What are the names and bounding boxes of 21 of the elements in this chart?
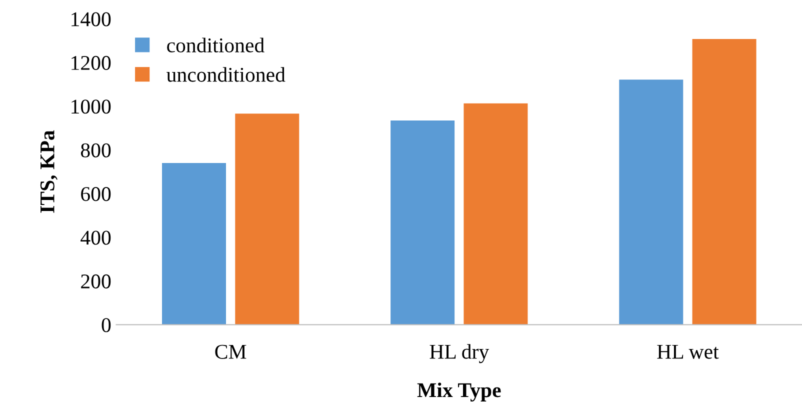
x-tick-label: HL wet	[657, 344, 719, 359]
bar	[619, 80, 684, 325]
y-tick-label: 1200	[72, 56, 111, 70]
y-tick-label: 800	[80, 143, 111, 158]
x-tick-label: CM	[215, 344, 246, 359]
x-axis-title: Mix Type	[417, 382, 501, 402]
x-tick-label: HL dry	[430, 344, 490, 364]
bar	[692, 38, 756, 325]
y-tick-label: 1000	[72, 100, 111, 114]
y-tick-label: 200	[81, 274, 111, 288]
legend-label: unconditioned	[166, 67, 286, 82]
bar	[162, 163, 226, 325]
bar	[390, 120, 455, 325]
y-tick-label: 400	[80, 230, 111, 245]
y-tick-label: 600	[81, 187, 111, 202]
bar	[464, 103, 528, 325]
y-axis-title: ITS, KPa	[40, 130, 58, 213]
y-tick-label: 0	[102, 318, 111, 332]
y-tick-label: 1400	[72, 12, 111, 26]
bar	[235, 114, 300, 325]
legend-label: conditioned	[167, 38, 264, 52]
